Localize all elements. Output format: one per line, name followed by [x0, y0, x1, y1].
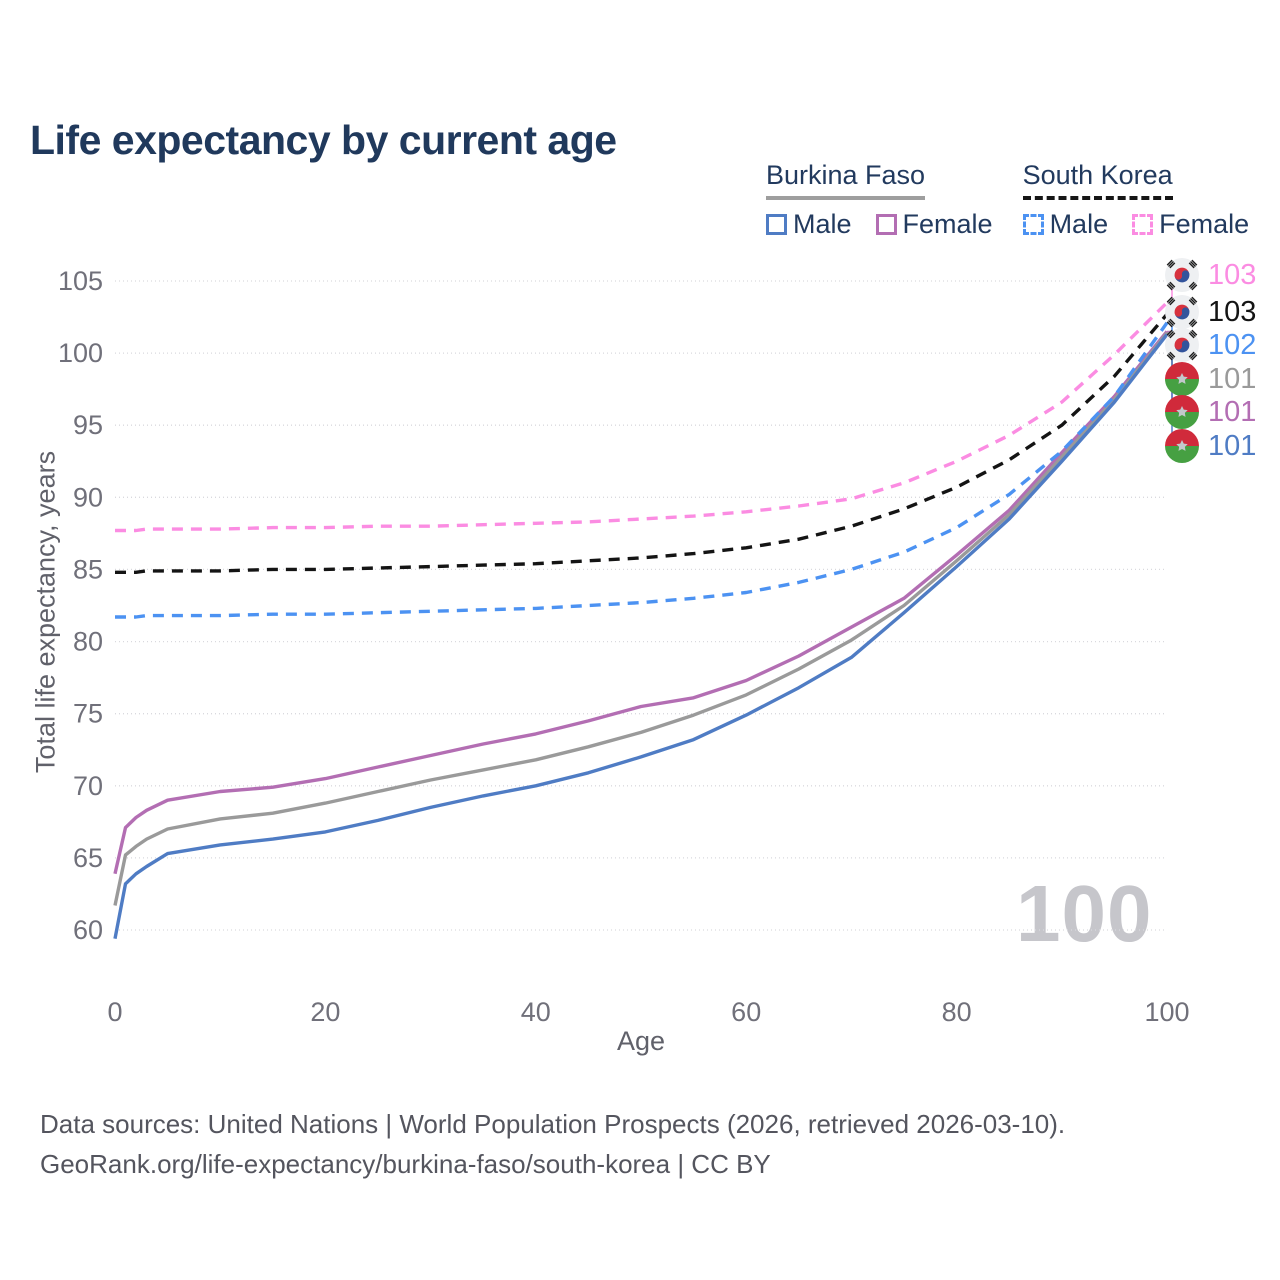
end-label-value: 101: [1208, 395, 1257, 428]
series-line-burkina-faso-female: [113, 330, 1169, 875]
y-tick-label-105: 105: [58, 266, 103, 296]
footer-attribution: GeoRank.org/life-expectancy/burkina-faso…: [40, 1149, 771, 1179]
y-tick-label-80: 80: [73, 627, 103, 657]
legend-group-burkina-faso: Burkina Faso Male Female: [766, 160, 993, 240]
legend-item-south-korea-male[interactable]: Male: [1022, 209, 1109, 240]
flag-south-korea-icon: [1165, 295, 1199, 329]
y-tick-label-70: 70: [73, 771, 103, 801]
x-axis-title: Age: [617, 1026, 665, 1056]
south-korea-female-swatch-icon: [1132, 214, 1154, 235]
footer-data-sources: Data sources: United Nations | World Pop…: [40, 1109, 1066, 1139]
legend-item-burkina-faso-female[interactable]: Female: [875, 209, 993, 240]
x-tick-label-20: 20: [310, 997, 340, 1027]
flag-burkina-faso-icon: [1165, 362, 1199, 396]
x-tick-label-80: 80: [942, 997, 972, 1027]
burkina-faso-female-swatch-icon: [875, 214, 897, 235]
south-korea-male-swatch-icon: [1022, 214, 1044, 235]
end-label-value: 103: [1208, 258, 1257, 291]
legend-item-south-korea-female[interactable]: Female: [1132, 209, 1249, 240]
y-tick-label-85: 85: [73, 554, 103, 584]
legend-item-label: Male: [793, 209, 852, 239]
flag-south-korea-icon: [1165, 258, 1199, 292]
page-title: Life expectancy by current age: [30, 117, 617, 164]
legend-item-label: Female: [1159, 209, 1250, 239]
end-label-row: 101: [1164, 393, 1256, 431]
x-tick-label-0: 0: [107, 997, 122, 1027]
legend-burkina-faso-items: Male Female: [766, 209, 993, 240]
y-tick-label-95: 95: [73, 410, 103, 440]
end-label-value: 101: [1208, 429, 1257, 462]
series-line-burkina-faso-male: [113, 333, 1169, 940]
flag-burkina-faso-icon: [1165, 395, 1199, 429]
x-tick-label-40: 40: [521, 997, 551, 1027]
footer: Data sources: United Nations | World Pop…: [40, 1104, 1065, 1184]
y-axis-title: Total life expectancy, years: [30, 450, 61, 774]
burkina-faso-male-swatch-icon: [766, 214, 787, 235]
legend: Burkina Faso Male Female South Korea Mal…: [766, 160, 1249, 240]
end-label-row: 103: [1164, 256, 1256, 294]
legend-item-label: Female: [902, 209, 993, 239]
flag-burkina-faso-icon: [1165, 429, 1199, 463]
legend-item-label: Male: [1049, 209, 1109, 239]
y-tick-label-75: 75: [73, 699, 103, 729]
legend-south-korea-title: South Korea: [1022, 160, 1173, 200]
end-label-value: 102: [1208, 328, 1257, 361]
x-tick-label-100: 100: [1144, 997, 1189, 1027]
y-tick-label-90: 90: [73, 482, 103, 512]
series-line-south-korea: [115, 313, 1169, 574]
legend-item-burkina-faso-male[interactable]: Male: [766, 209, 852, 240]
legend-group-south-korea: South Korea Male Female: [1022, 160, 1249, 240]
series-line-south-korea-female: [115, 301, 1169, 533]
x-tick-label-60: 60: [731, 997, 761, 1027]
end-label-value: 101: [1208, 362, 1257, 395]
end-label-row: 101: [1164, 427, 1256, 465]
y-tick-label-60: 60: [73, 915, 103, 945]
legend-burkina-faso-title: Burkina Faso: [766, 160, 926, 200]
y-tick-label-65: 65: [73, 843, 103, 873]
end-label-row: 102: [1164, 326, 1256, 364]
series-line-burkina-faso: [113, 331, 1169, 906]
y-tick-label-100: 100: [58, 338, 103, 368]
series-line-south-korea-male: [115, 321, 1169, 619]
flag-south-korea-icon: [1165, 328, 1199, 362]
end-label-value: 103: [1208, 295, 1257, 328]
legend-south-korea-items: Male Female: [1022, 209, 1249, 240]
current-age-watermark: 100: [1016, 869, 1153, 958]
